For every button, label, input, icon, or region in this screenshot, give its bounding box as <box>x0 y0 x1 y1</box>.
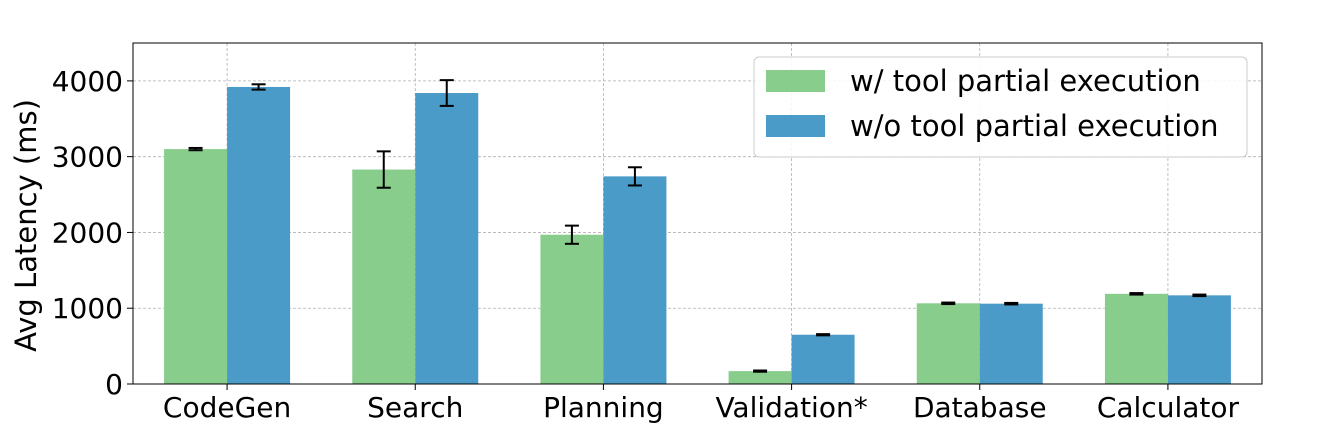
bar-codegen-series-1 <box>164 149 228 384</box>
x-tick-label: Database <box>913 391 1047 424</box>
error-bar <box>376 150 391 189</box>
error-bars <box>188 79 1207 373</box>
bar-planning-series-1 <box>540 234 604 384</box>
legend-item: w/o tool partial execution <box>766 109 1218 143</box>
bar-calculator-series-1 <box>1104 293 1168 384</box>
y-axis-ticks: 0 1000 2000 3000 4000 <box>52 65 133 401</box>
bar-validation-series-1 <box>728 371 792 384</box>
legend-label: w/o tool partial execution <box>850 109 1218 143</box>
bar-planning-series-2 <box>603 176 667 384</box>
bar-database-series-2 <box>979 303 1043 384</box>
bars <box>164 86 1231 384</box>
y-tick-label: 4000 <box>52 65 123 98</box>
plot-frame <box>132 42 1263 385</box>
legend-swatch <box>766 70 825 92</box>
bar-codegen-series-2 <box>227 86 291 384</box>
error-bar <box>564 224 579 245</box>
x-tick-label: Calculator <box>1097 391 1240 424</box>
bar-search-series-1 <box>352 169 416 384</box>
legend-swatch <box>766 115 825 137</box>
x-tick-label: Planning <box>543 391 664 424</box>
y-axis-title: Avg Latency (ms) <box>9 99 43 352</box>
error-bar <box>1192 293 1207 298</box>
y-tick-label: 3000 <box>52 141 123 174</box>
y-tick-label: 0 <box>105 368 123 401</box>
error-bar <box>753 369 768 373</box>
error-bar <box>251 83 266 91</box>
legend-label: w/ tool partial execution <box>850 64 1201 98</box>
x-tick-label: Search <box>367 391 463 424</box>
bar-validation-series-2 <box>791 334 855 384</box>
x-tick-label: CodeGen <box>163 391 291 424</box>
x-axis-ticks: CodeGen Search Planning Validation* Database… <box>163 384 1240 424</box>
error-bar <box>816 333 831 337</box>
legend: w/ tool partial execution w/o tool partia… <box>753 56 1248 158</box>
legend-item: w/ tool partial execution <box>766 64 1201 98</box>
y-tick-label: 1000 <box>52 292 123 325</box>
bar-calculator-series-2 <box>1167 295 1231 384</box>
legend-box <box>753 56 1248 158</box>
error-bar <box>1004 301 1019 306</box>
bar-database-series-1 <box>916 303 980 384</box>
y-tick-label: 2000 <box>52 216 123 249</box>
error-bar <box>188 146 203 152</box>
error-bar <box>1129 292 1144 296</box>
bar-search-series-2 <box>415 93 479 384</box>
error-bar <box>627 166 642 187</box>
error-bar <box>941 301 956 306</box>
error-bar <box>439 79 454 107</box>
x-tick-label: Validation* <box>715 391 867 424</box>
